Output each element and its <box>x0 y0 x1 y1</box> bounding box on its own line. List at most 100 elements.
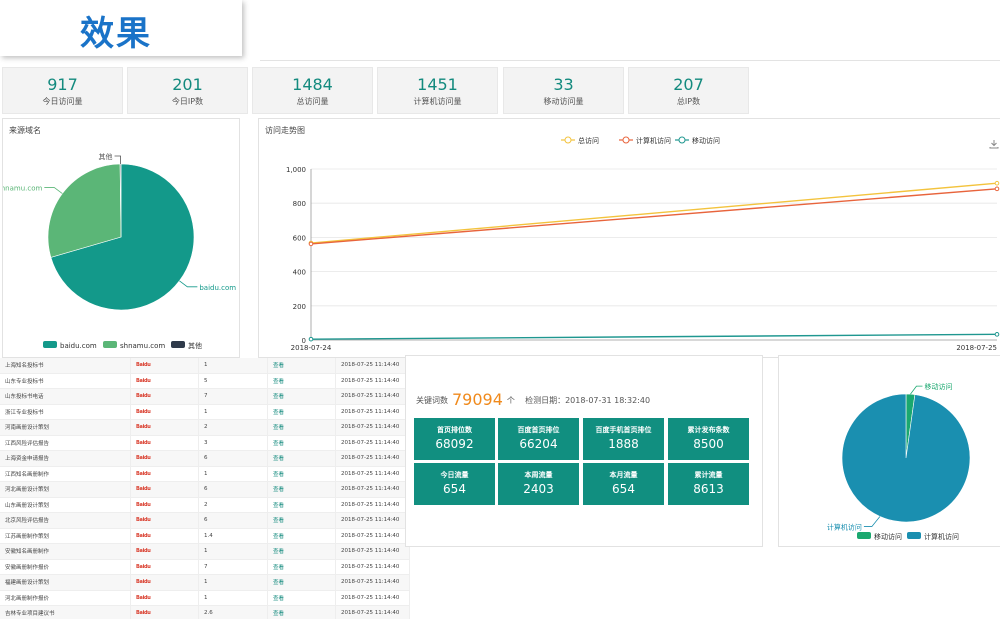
source-domain-panel: 来源域名 baidu.com hnamu.com 其他 baidu.com shnamu… <box>2 118 240 358</box>
view-link[interactable]: 查看 <box>273 580 285 587</box>
engine-cell: Baidu <box>130 605 199 619</box>
time-cell: 2018-07-25 11:14:40 <box>335 450 410 467</box>
time-cell: 2018-07-25 11:14:40 <box>335 574 410 591</box>
legend-label: baidu.com <box>60 342 97 350</box>
tile-value: 1888 <box>608 437 639 451</box>
keyword-cell: 河北画册设计策划 <box>0 481 131 498</box>
view-link[interactable]: 查看 <box>273 564 285 571</box>
keyword-cell: 上海资金申请报告 <box>0 450 131 467</box>
keyword-count-line: 关键词数 79094 个 检测日期：2018-07-31 18:32:40 <box>416 390 650 409</box>
keyword-cell: 江西风险评估报告 <box>0 435 131 451</box>
tile-label: 累计流量 <box>694 471 723 479</box>
tile-today-traffic: 今日流量 654 <box>414 463 495 505</box>
table-row: 江西风险评估报告 Baidu 3 查看 2018-07-25 11:14:40 <box>0 435 410 451</box>
time-cell: 2018-07-25 11:14:40 <box>335 559 410 575</box>
view-link[interactable]: 查看 <box>273 518 285 525</box>
count-cell: 1 <box>198 404 268 420</box>
stat-value: 917 <box>47 75 78 94</box>
view-link[interactable]: 查看 <box>273 394 285 401</box>
callout-label: hnamu.com <box>3 185 42 193</box>
count-cell: 2 <box>198 419 268 436</box>
y-tick-label: 200 <box>293 303 306 311</box>
table-row: 河北画册设计策划 Baidu 6 查看 2018-07-25 11:14:40 <box>0 481 410 498</box>
header-divider <box>260 60 1000 61</box>
tile-label: 首页排位数 <box>437 426 472 434</box>
action-cell: 查看 <box>267 358 336 374</box>
view-link[interactable]: 查看 <box>273 456 285 463</box>
view-link[interactable]: 查看 <box>273 611 285 618</box>
tile-homepage-rank: 首页排位数 68092 <box>414 418 495 460</box>
view-link[interactable]: 查看 <box>273 595 285 602</box>
tile-month-traffic: 本月流量 654 <box>583 463 664 505</box>
baidu-logo-icon: Baidu <box>136 610 151 617</box>
view-link[interactable]: 查看 <box>273 425 285 432</box>
y-tick-label: 400 <box>293 269 306 277</box>
callout-label: 计算机访问 <box>827 522 862 531</box>
keyword-cell: 山东投标书电话 <box>0 388 131 405</box>
pie-slice <box>119 163 122 238</box>
trend-line-chart: 0 200 400 600 800 1,000 2018-07-24 2018-07-25 总访… <box>286 136 1000 352</box>
table-row: 山东画册设计策划 Baidu 2 查看 2018-07-25 11:14:40 <box>0 497 410 513</box>
view-link[interactable]: 查看 <box>273 471 285 478</box>
action-cell: 查看 <box>267 466 336 482</box>
legend-label: 总访问 <box>578 136 599 145</box>
callout-line <box>114 155 121 165</box>
x-tick-label: 2018-07-25 <box>956 344 997 352</box>
count-cell: 7 <box>198 388 268 405</box>
baidu-logo-icon: Baidu <box>136 377 151 384</box>
view-link[interactable]: 查看 <box>273 549 285 556</box>
legend-swatch <box>907 532 921 539</box>
callout-line <box>863 516 881 527</box>
time-cell: 2018-07-25 11:14:40 <box>335 590 410 606</box>
action-cell: 查看 <box>267 419 336 436</box>
stat-value: 207 <box>673 75 704 94</box>
series-point <box>994 332 1000 337</box>
view-link[interactable]: 查看 <box>273 533 285 540</box>
pie-slice <box>47 163 122 258</box>
count-cell: 2 <box>198 497 268 513</box>
view-link[interactable]: 查看 <box>273 440 285 447</box>
count-cell: 6 <box>198 512 268 529</box>
baidu-logo-icon: Baidu <box>136 393 151 400</box>
count-cell: 1.4 <box>198 528 268 544</box>
y-tick-label: 800 <box>293 200 306 208</box>
baidu-logo-icon: Baidu <box>136 548 151 555</box>
count-cell: 3 <box>198 435 268 451</box>
keyword-cell: 安徽画册制作报价 <box>0 559 131 575</box>
callout-line <box>910 385 923 395</box>
view-link[interactable]: 查看 <box>273 487 285 494</box>
download-icon[interactable] <box>989 139 999 149</box>
view-link[interactable]: 查看 <box>273 378 285 385</box>
action-cell: 查看 <box>267 404 336 420</box>
view-link[interactable]: 查看 <box>273 363 285 370</box>
tile-baidu-mobile-rank: 百度手机首页排位 1888 <box>583 418 664 460</box>
baidu-logo-icon: Baidu <box>136 424 151 431</box>
tile-label: 累计发布条数 <box>687 426 730 434</box>
action-cell: 查看 <box>267 388 336 405</box>
series-point <box>308 241 314 247</box>
view-link[interactable]: 查看 <box>273 502 285 509</box>
engine-cell: Baidu <box>130 512 199 529</box>
time-cell: 2018-07-25 11:14:40 <box>335 512 410 529</box>
x-tick-label: 2018-07-24 <box>291 344 332 352</box>
stat-label: 今日访问量 <box>42 97 83 106</box>
legend-label: 移动访问 <box>874 532 902 541</box>
keyword-cell: 山东专业投标书 <box>0 373 131 389</box>
baidu-logo-icon: Baidu <box>136 455 151 462</box>
time-cell: 2018-07-25 11:14:40 <box>335 404 410 420</box>
tile-value: 2403 <box>523 482 554 496</box>
source-pie-chart: baidu.com hnamu.com 其他 baidu.com shnamu.com 其… <box>3 152 236 350</box>
series-line <box>310 182 998 244</box>
tile-value: 654 <box>443 482 466 496</box>
panel-title: 来源域名 <box>9 126 41 135</box>
check-date: 检测日期：2018-07-31 18:32:40 <box>525 396 651 405</box>
table-row: 山东专业投标书 Baidu 5 查看 2018-07-25 11:14:40 <box>0 373 410 389</box>
legend-label: 移动访问 <box>692 136 720 145</box>
table-row: 河南画册设计策划 Baidu 2 查看 2018-07-25 11:14:40 <box>0 419 410 436</box>
tile-label: 本周流量 <box>524 471 553 479</box>
series-point <box>994 186 1000 192</box>
table-row: 吉林专业项目建议书 Baidu 2.6 查看 2018-07-25 11:14:40 <box>0 605 410 619</box>
view-link[interactable]: 查看 <box>273 409 285 416</box>
baidu-logo-icon: Baidu <box>136 439 151 446</box>
action-cell: 查看 <box>267 450 336 467</box>
